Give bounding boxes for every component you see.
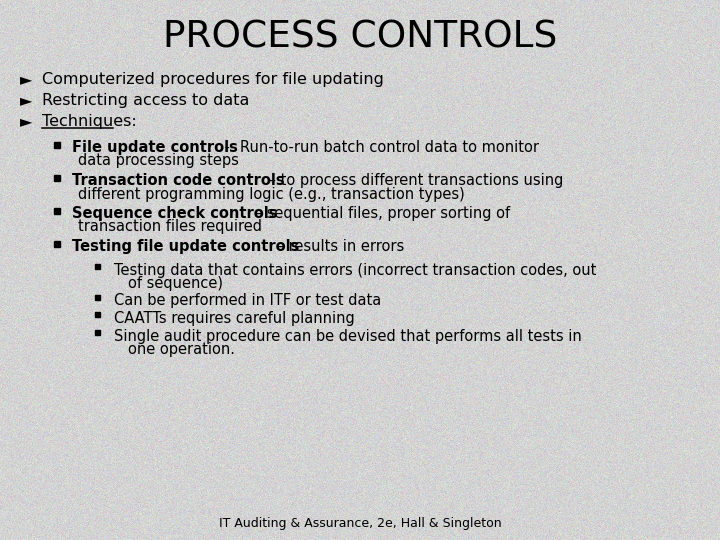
Text: – to process different transactions using: – to process different transactions usin… — [264, 173, 563, 188]
Text: of sequence): of sequence) — [128, 276, 223, 291]
Text: transaction files required: transaction files required — [78, 219, 262, 234]
Bar — [95, 329, 100, 334]
Bar — [95, 312, 100, 317]
Text: ►: ► — [20, 114, 32, 129]
Text: IT Auditing & Assurance, 2e, Hall & Singleton: IT Auditing & Assurance, 2e, Hall & Sing… — [219, 517, 501, 530]
Bar — [95, 294, 100, 300]
Text: Restricting access to data: Restricting access to data — [42, 93, 249, 108]
Text: different programming logic (e.g., transaction types): different programming logic (e.g., trans… — [78, 186, 464, 201]
Text: Testing data that contains errors (incorrect transaction codes, out: Testing data that contains errors (incor… — [114, 262, 596, 278]
Text: one operation.: one operation. — [128, 342, 235, 357]
Text: -- Run-to-run batch control data to monitor: -- Run-to-run batch control data to moni… — [220, 140, 539, 155]
Text: Single audit procedure can be devised that performs all tests in: Single audit procedure can be devised th… — [114, 328, 582, 343]
Text: data processing steps: data processing steps — [78, 153, 239, 168]
Text: Testing file update controls: Testing file update controls — [72, 239, 300, 254]
Bar — [95, 264, 100, 268]
Text: Techniques:: Techniques: — [42, 114, 137, 129]
Text: CAATTs requires careful planning: CAATTs requires careful planning — [114, 311, 355, 326]
Text: Can be performed in ITF or test data: Can be performed in ITF or test data — [114, 294, 382, 308]
Text: – sequential files, proper sorting of: – sequential files, proper sorting of — [250, 206, 510, 221]
Text: Computerized procedures for file updating: Computerized procedures for file updatin… — [42, 72, 384, 87]
Text: PROCESS CONTROLS: PROCESS CONTROLS — [163, 20, 557, 56]
Text: ►: ► — [20, 93, 32, 108]
Text: – results in errors: – results in errors — [272, 239, 404, 254]
Text: ►: ► — [20, 72, 32, 87]
Text: Sequence check controls: Sequence check controls — [72, 206, 277, 221]
Text: File update controls: File update controls — [72, 140, 238, 155]
Text: Transaction code controls: Transaction code controls — [72, 173, 284, 188]
